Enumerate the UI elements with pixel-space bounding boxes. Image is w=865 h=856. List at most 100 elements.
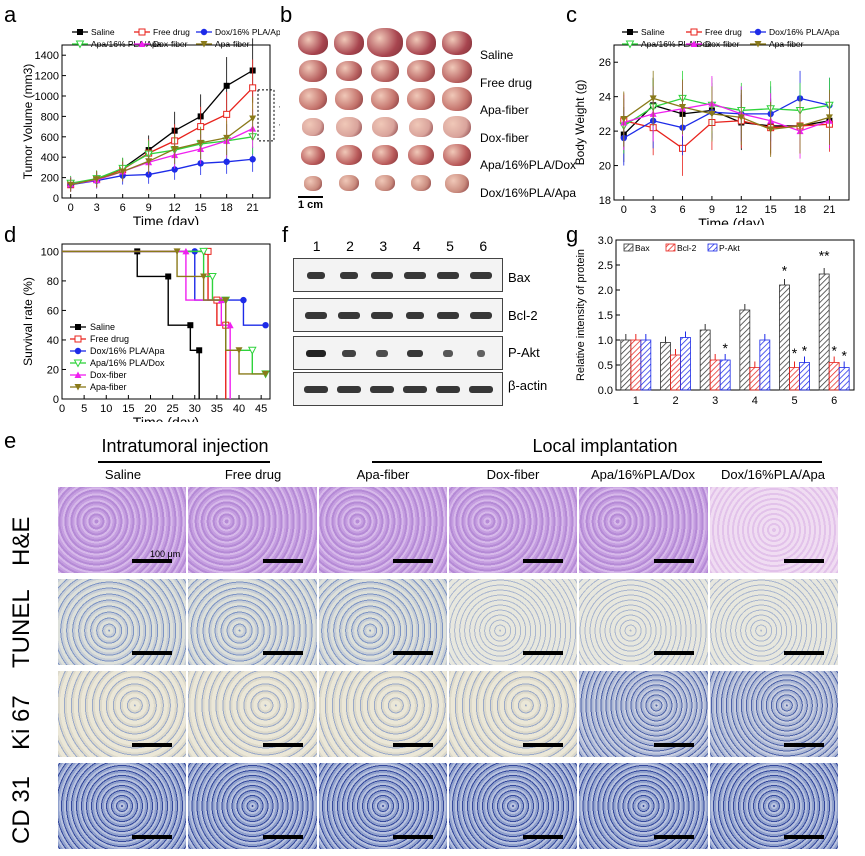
x-tick-label: 0 <box>68 202 74 214</box>
tumor-photo <box>442 58 472 83</box>
data-point <box>197 139 205 147</box>
significance-bracket <box>257 89 275 142</box>
tumor-label: Apa/16%PLA/Dox <box>480 158 577 172</box>
panel-label-g: g <box>566 222 579 247</box>
x-tick-label: 45 <box>255 403 267 415</box>
data-point <box>625 40 635 49</box>
significance-star: * <box>802 343 808 359</box>
tumor-photo <box>371 87 399 111</box>
body-weight-chart: 18 20 22 24 26 0 3 6 9 12 15 18 21 Time (day) Body Wei… <box>573 27 850 225</box>
y-tick-label: 1000 <box>35 91 59 103</box>
data-point <box>223 134 231 142</box>
x-tick-label: 1 <box>633 395 639 407</box>
tumor-label: Apa-fiber <box>480 103 529 117</box>
tumor-label: Saline <box>480 48 514 62</box>
data-point <box>200 41 208 48</box>
blot-strip <box>293 298 503 332</box>
tumor-photo <box>335 87 363 111</box>
blot-band <box>371 272 393 279</box>
x-tick-label: 2 <box>672 395 678 407</box>
bar <box>818 273 830 391</box>
series-line <box>623 97 830 139</box>
bar <box>759 339 771 391</box>
data-point <box>240 296 247 304</box>
series-line <box>623 102 830 132</box>
legend-label: Apa/16% PLA/Apa <box>91 39 162 49</box>
blot-band <box>407 350 423 357</box>
tunel-image <box>58 579 187 665</box>
panel-label-e: e <box>4 428 17 453</box>
tumor-photo <box>443 143 471 167</box>
data-point <box>226 321 234 329</box>
x-tick-label: 20 <box>144 403 156 415</box>
blot-band <box>338 312 360 319</box>
tumor-photo <box>442 86 472 111</box>
data-point <box>200 28 208 36</box>
blot-band <box>436 386 460 393</box>
y-tick-label: 2.5 <box>598 260 613 272</box>
tumor-photo <box>442 30 472 55</box>
histology-column-headers: Saline Free drug Apa-fiber Dox-fiber Apa… <box>58 467 838 482</box>
data-point <box>199 247 208 256</box>
y-tick-label: 0.5 <box>598 360 613 372</box>
lane-number: 6 <box>479 238 488 254</box>
tumor-group-labels: Saline Free drug Apa-fiber Dox-fiber Apa… <box>480 42 576 207</box>
tumor-photo <box>336 60 362 82</box>
bar <box>660 342 671 391</box>
blot-lane-numbers: 1 2 3 4 5 6 <box>300 238 500 254</box>
y-tick-label: 80 <box>47 276 59 288</box>
data-point <box>75 40 85 49</box>
col-header: Apa-fiber <box>356 467 410 482</box>
plot-frame <box>61 44 271 199</box>
tumor-label: Dox-fiber <box>480 130 529 145</box>
data-point <box>796 122 804 130</box>
data-point <box>223 158 230 165</box>
series-line <box>70 158 253 186</box>
blot-band <box>403 386 427 393</box>
data-point <box>138 28 146 36</box>
data-point <box>74 371 82 378</box>
bar <box>739 309 751 391</box>
data-point <box>223 82 230 89</box>
x-tick-label: 18 <box>221 202 233 214</box>
cd31-image <box>709 763 838 849</box>
x-tick-label: 12 <box>735 204 747 216</box>
significance-star: ** <box>819 248 830 264</box>
y-tick-label: 1.0 <box>598 335 613 347</box>
data-point <box>825 114 833 121</box>
blot-band <box>437 272 459 279</box>
y-tick-label: 2.0 <box>598 285 613 297</box>
tunel-image <box>709 579 838 665</box>
tumor-photo <box>334 30 364 55</box>
y-tick-label: 1400 <box>35 50 59 62</box>
legend-label: P-Akt <box>719 243 740 253</box>
y-axis-label: Tumor Volume (mm3) <box>21 64 35 180</box>
data-point <box>165 273 172 280</box>
data-point <box>200 273 208 280</box>
x-axis-label: Time (day) <box>698 215 764 225</box>
header-local: Local implantation <box>532 436 678 456</box>
bar <box>680 337 691 391</box>
x-tick-label: 5 <box>81 403 87 415</box>
bar <box>640 339 652 391</box>
x-tick-label: 25 <box>167 403 179 415</box>
legend-label: Saline <box>90 322 115 332</box>
legend-swatch <box>665 243 676 252</box>
bar <box>749 367 761 391</box>
data-point <box>620 116 628 123</box>
col-header: Apa/16%PLA/Dox <box>590 467 696 482</box>
legend-label: Dox-fiber <box>153 39 188 49</box>
data-point <box>74 384 82 391</box>
y-axis-label: Survival rate (%) <box>21 277 35 366</box>
panel-label-a: a <box>4 2 17 27</box>
y-axis-label: Body Weight (g) <box>573 80 587 166</box>
panel-label-d: d <box>4 222 17 247</box>
blot-band <box>406 312 424 319</box>
series-line <box>623 97 830 127</box>
data-point <box>627 29 633 35</box>
legend-label: Dox/16% PLA/Apa <box>90 346 165 356</box>
x-tick-label: 35 <box>211 403 223 415</box>
tumor-volume-chart: 0 200 400 600 800 1000 1200 1400 0 3 6 9 12 15 18 21 Tim… <box>21 27 280 225</box>
tumor-photo <box>407 59 435 83</box>
blot-band <box>305 312 327 319</box>
